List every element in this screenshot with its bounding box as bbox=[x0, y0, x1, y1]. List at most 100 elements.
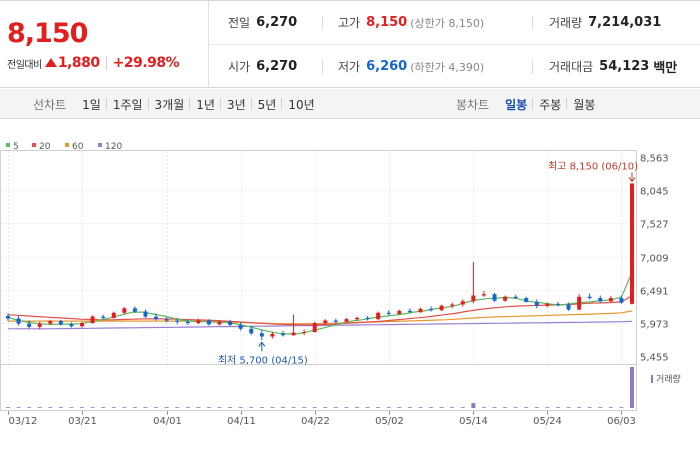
volume-bar bbox=[90, 407, 95, 408]
volume-bar bbox=[27, 407, 32, 408]
y-tick-label: 8,045 bbox=[640, 187, 669, 198]
volume-bar bbox=[280, 407, 285, 408]
candle-body bbox=[376, 312, 381, 320]
candle-body bbox=[566, 304, 571, 310]
y-tick-label: 8,563 bbox=[640, 154, 669, 165]
period-10y-button[interactable]: 10년 bbox=[281, 96, 320, 113]
candle-body bbox=[555, 303, 560, 305]
period-1d-button[interactable]: 1일 bbox=[82, 97, 101, 112]
volume-bar bbox=[143, 407, 148, 408]
amount-value: 54,123 bbox=[599, 59, 650, 74]
candle-body bbox=[122, 308, 127, 313]
legend-item: 20 bbox=[39, 142, 51, 152]
prev-close-label: 전일 bbox=[228, 16, 251, 30]
low-value: 6,260 bbox=[366, 59, 408, 74]
legend-swatch bbox=[98, 143, 102, 147]
period-1w-button[interactable]: 1주일 bbox=[105, 96, 149, 113]
low-label: 저가 bbox=[338, 60, 361, 74]
volume-bar bbox=[270, 407, 275, 408]
legend-swatch bbox=[6, 143, 10, 147]
candle-body bbox=[344, 319, 349, 322]
candle-body bbox=[333, 320, 338, 322]
candle-body bbox=[132, 308, 137, 312]
volume-legend-label: 거래량 bbox=[656, 373, 681, 385]
x-tick-label: 03/12 bbox=[9, 416, 38, 427]
volume-bar bbox=[323, 407, 328, 408]
volume-bar bbox=[481, 407, 486, 408]
high-label: 고가 bbox=[338, 16, 361, 30]
candle-chart-group: 봉차트 일봉 주봉 월봉 bbox=[456, 89, 601, 119]
volume-bar bbox=[58, 407, 63, 408]
period-1y-button[interactable]: 1년 bbox=[189, 96, 221, 113]
chart-canvas[interactable]: 8,563 8,045 7,527 7,009 6,491 5,973 5,455 03/12… bbox=[0, 120, 700, 450]
legend-item: 120 bbox=[105, 142, 122, 152]
candle-body bbox=[460, 301, 465, 305]
change-row: 전일대비 1,880 +29.98% bbox=[7, 55, 180, 71]
x-tick-label: 04/22 bbox=[301, 416, 330, 427]
candle-body bbox=[492, 294, 497, 301]
volume-bar bbox=[302, 407, 307, 408]
candle-body bbox=[270, 333, 275, 337]
candle-body bbox=[450, 304, 455, 306]
volume-bar bbox=[291, 407, 296, 408]
divider bbox=[532, 60, 533, 74]
legend-swatch bbox=[32, 143, 36, 147]
x-tick-label: 04/01 bbox=[153, 416, 182, 427]
volume-bar bbox=[524, 407, 529, 408]
period-5y-button[interactable]: 5년 bbox=[250, 96, 283, 113]
volume-bar bbox=[344, 407, 349, 408]
candle-body bbox=[534, 301, 539, 306]
candle-body bbox=[249, 328, 254, 334]
volume-bar bbox=[598, 407, 603, 408]
volume-bar bbox=[492, 407, 497, 408]
volume-bar bbox=[16, 407, 21, 408]
change-percent: +29.98% bbox=[112, 55, 180, 71]
volume-bar bbox=[37, 407, 42, 408]
prev-close-value: 6,270 bbox=[256, 15, 298, 30]
volume-value: 7,214,031 bbox=[588, 15, 662, 30]
volume-bar bbox=[355, 407, 360, 408]
candle-body bbox=[90, 316, 95, 324]
candle-body bbox=[291, 332, 296, 336]
high-annotation: 최고 8,150 (06/10) bbox=[548, 160, 638, 172]
volume-bar bbox=[376, 407, 381, 408]
candle-body bbox=[164, 319, 169, 321]
volume-legend-swatch bbox=[651, 375, 653, 383]
weekly-candle-button[interactable]: 주봉 bbox=[532, 96, 567, 113]
divider bbox=[210, 44, 700, 45]
low-annotation: 최저 5,700 (04/15) bbox=[218, 354, 308, 366]
low-cell: 저가 6,260 (하한가 4,390) bbox=[338, 45, 484, 88]
up-arrow-icon bbox=[44, 58, 57, 67]
stock-chart[interactable]: 8,563 8,045 7,527 7,009 6,491 5,973 5,455 03/12… bbox=[0, 120, 700, 450]
monthly-candle-button[interactable]: 월봉 bbox=[566, 96, 601, 113]
candle-body bbox=[58, 321, 63, 325]
x-tick-label: 05/24 bbox=[533, 416, 562, 427]
legend-swatch bbox=[65, 143, 69, 147]
x-tick-label: 05/14 bbox=[459, 416, 488, 427]
candle-body bbox=[587, 296, 592, 299]
divider bbox=[105, 56, 107, 70]
period-3y-button[interactable]: 3년 bbox=[219, 96, 252, 113]
low-arrow-head bbox=[258, 341, 266, 347]
current-price: 8,150 bbox=[7, 18, 88, 49]
daily-candle-button[interactable]: 일봉 bbox=[505, 97, 528, 112]
change-value: 1,880 bbox=[57, 55, 100, 71]
volume-bar bbox=[566, 407, 571, 408]
volume-bar bbox=[471, 403, 476, 408]
candle-body bbox=[439, 305, 444, 311]
y-tick-label: 7,009 bbox=[640, 254, 669, 265]
candle-body bbox=[69, 324, 74, 327]
period-3m-button[interactable]: 3개월 bbox=[147, 96, 191, 113]
candle-body bbox=[217, 321, 222, 325]
candle-body bbox=[577, 296, 582, 310]
volume-bar bbox=[101, 407, 106, 408]
volume-bar bbox=[111, 407, 116, 408]
volume-bar bbox=[503, 407, 508, 408]
candle-body bbox=[524, 298, 529, 302]
candle-body bbox=[365, 317, 370, 320]
change-label: 전일대비 bbox=[7, 59, 42, 71]
volume-bar bbox=[80, 407, 85, 408]
volume-bar bbox=[333, 407, 338, 408]
volume-bar bbox=[238, 407, 243, 408]
ma-20-line bbox=[7, 294, 633, 326]
